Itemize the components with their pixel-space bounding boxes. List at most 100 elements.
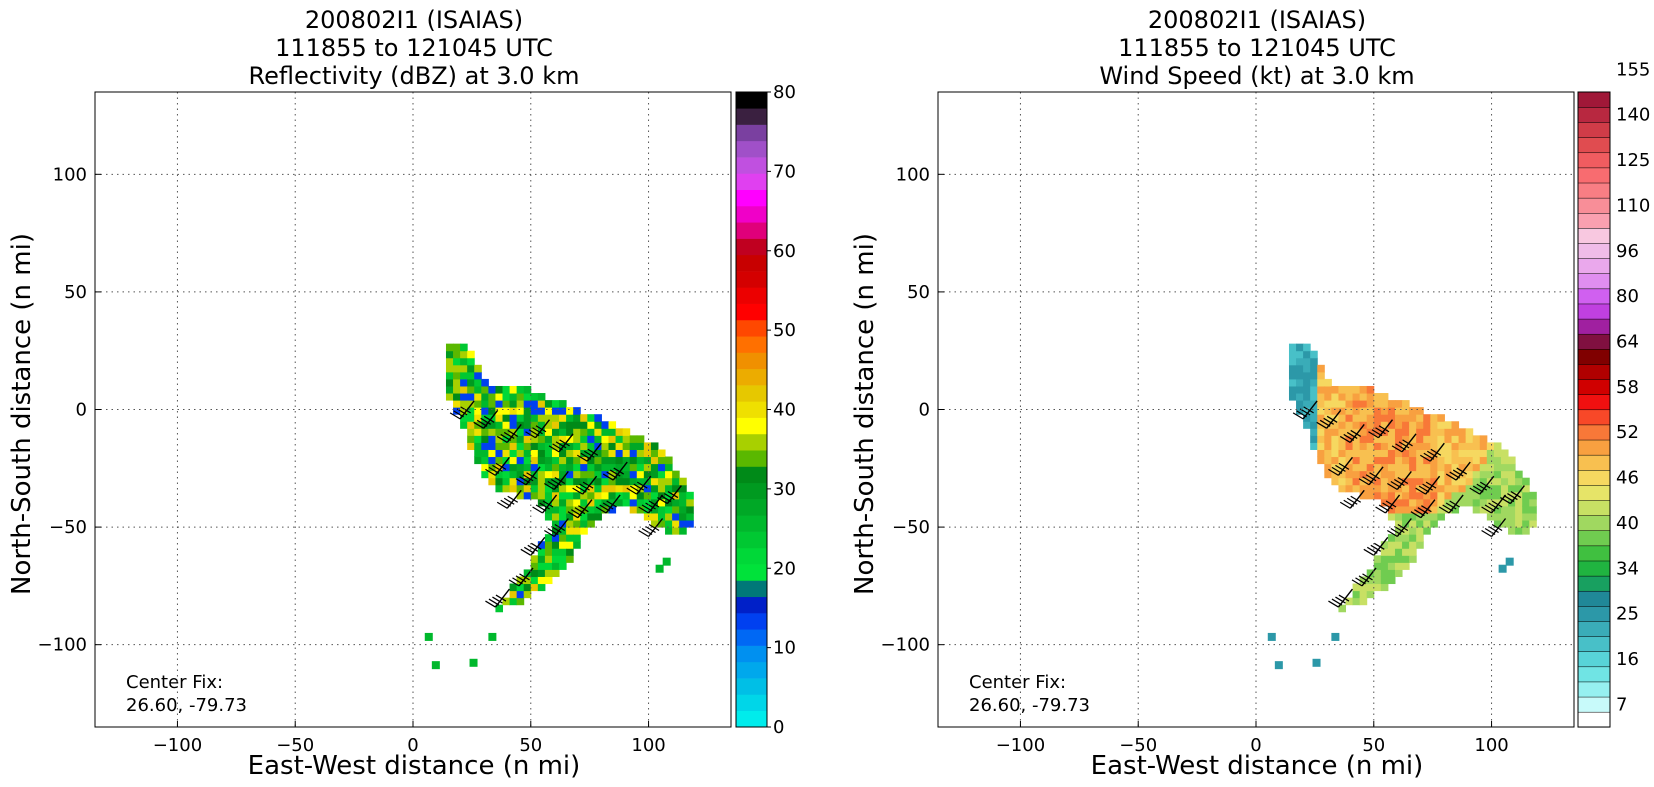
data-cell — [1515, 484, 1523, 493]
data-cell — [1416, 520, 1424, 528]
data-cell — [1505, 557, 1514, 566]
data-cell — [1366, 435, 1375, 443]
data-cell — [1493, 484, 1502, 493]
data-cell — [657, 449, 666, 458]
colorbar-swatch — [736, 417, 767, 435]
data-cell — [1479, 491, 1488, 500]
data-cell — [544, 576, 553, 585]
wind-barb-feather — [528, 429, 540, 437]
data-cell — [1444, 498, 1453, 507]
colorbar-swatch — [1577, 696, 1611, 713]
wind-barb-feather — [1387, 482, 1398, 490]
data-cell — [1338, 393, 1347, 401]
data-cell — [559, 520, 567, 528]
data-cell — [608, 449, 617, 458]
wind-barb-feather — [527, 544, 539, 552]
data-cell — [657, 520, 666, 528]
wind-barb-feather — [575, 485, 587, 493]
data-cell — [516, 484, 525, 493]
data-cell — [665, 527, 673, 535]
data-cell — [636, 456, 645, 465]
data-cell — [1366, 393, 1375, 401]
data-cell — [1515, 527, 1523, 535]
colorbar-tick-label: 0 — [773, 717, 784, 738]
data-cell — [559, 527, 567, 535]
wind-barb — [496, 423, 522, 443]
wind-barb-feather — [1500, 497, 1511, 505]
colorbar-swatch — [736, 157, 767, 174]
data-cell — [544, 484, 553, 493]
data-cell — [1380, 428, 1389, 436]
data-cell — [424, 632, 433, 641]
wind-barb-feather — [626, 487, 638, 495]
x-tick-label: 50 — [1362, 735, 1385, 756]
wind-barb-feather — [532, 427, 543, 435]
data-cell — [650, 463, 659, 472]
data-cell — [1409, 498, 1417, 507]
data-cell — [530, 407, 539, 415]
data-cell — [1345, 428, 1354, 436]
data-cell — [474, 449, 482, 458]
data-cell — [481, 407, 489, 415]
data-cell — [509, 400, 518, 408]
data-cell — [1423, 484, 1431, 493]
data-cell — [615, 456, 624, 465]
data-cell — [1310, 407, 1318, 415]
data-cell — [1338, 484, 1347, 493]
data-cell — [580, 512, 588, 521]
data-cell — [1352, 393, 1361, 401]
data-cell — [1387, 442, 1396, 450]
wind-barb-feather — [1351, 579, 1363, 587]
data-cell — [665, 470, 673, 479]
data-cell — [460, 393, 468, 401]
colorbar-swatch — [1577, 303, 1611, 320]
data-cell — [1500, 456, 1509, 465]
data-cell — [1373, 562, 1382, 570]
data-cell — [1345, 400, 1354, 408]
data-cell — [580, 470, 588, 479]
wind-barb-feather — [602, 502, 614, 510]
data-cell — [516, 456, 525, 465]
data-cell — [1317, 385, 1325, 394]
colorbar-swatch — [736, 368, 767, 386]
data-cell — [1479, 477, 1488, 486]
y-tick-label: 0 — [919, 400, 930, 421]
data-cell — [559, 505, 567, 514]
data-cell — [530, 484, 539, 493]
data-cell — [1508, 456, 1516, 465]
data-cell — [1394, 562, 1403, 570]
data-cell — [551, 421, 560, 429]
data-cell — [1380, 435, 1389, 443]
data-cell — [488, 442, 496, 450]
data-cell — [1352, 470, 1361, 479]
title-line-2: 111855 to 121045 UTC — [1118, 34, 1396, 62]
data-cell — [523, 421, 532, 429]
data-cell — [530, 477, 539, 486]
data-cell — [453, 343, 461, 352]
data-cell — [1402, 477, 1410, 486]
wind-barb-feather — [544, 529, 555, 538]
data-cell — [1394, 456, 1403, 465]
wind-barb-feather — [1303, 406, 1314, 414]
wind-barb-feather — [1391, 445, 1403, 453]
data-cell — [1288, 357, 1297, 366]
data-cell — [1529, 491, 1537, 500]
wind-barb — [473, 409, 499, 429]
data-cell — [502, 421, 511, 429]
colorbar-tick-label: 40 — [1616, 513, 1639, 534]
data-cell — [495, 456, 504, 465]
data-cell — [622, 498, 631, 507]
colorbar-swatch — [1577, 560, 1611, 577]
data-cell — [580, 477, 588, 486]
data-cell — [615, 498, 624, 507]
data-cell — [1416, 527, 1424, 535]
data-cell — [566, 498, 574, 507]
data-cell — [544, 505, 553, 514]
data-cell — [502, 400, 511, 408]
data-cell — [559, 484, 567, 493]
data-cell — [1402, 498, 1410, 507]
colorbar-swatch — [1577, 333, 1611, 350]
data-cell — [488, 407, 496, 415]
data-cell — [1352, 477, 1361, 486]
data-cell — [1451, 470, 1460, 479]
